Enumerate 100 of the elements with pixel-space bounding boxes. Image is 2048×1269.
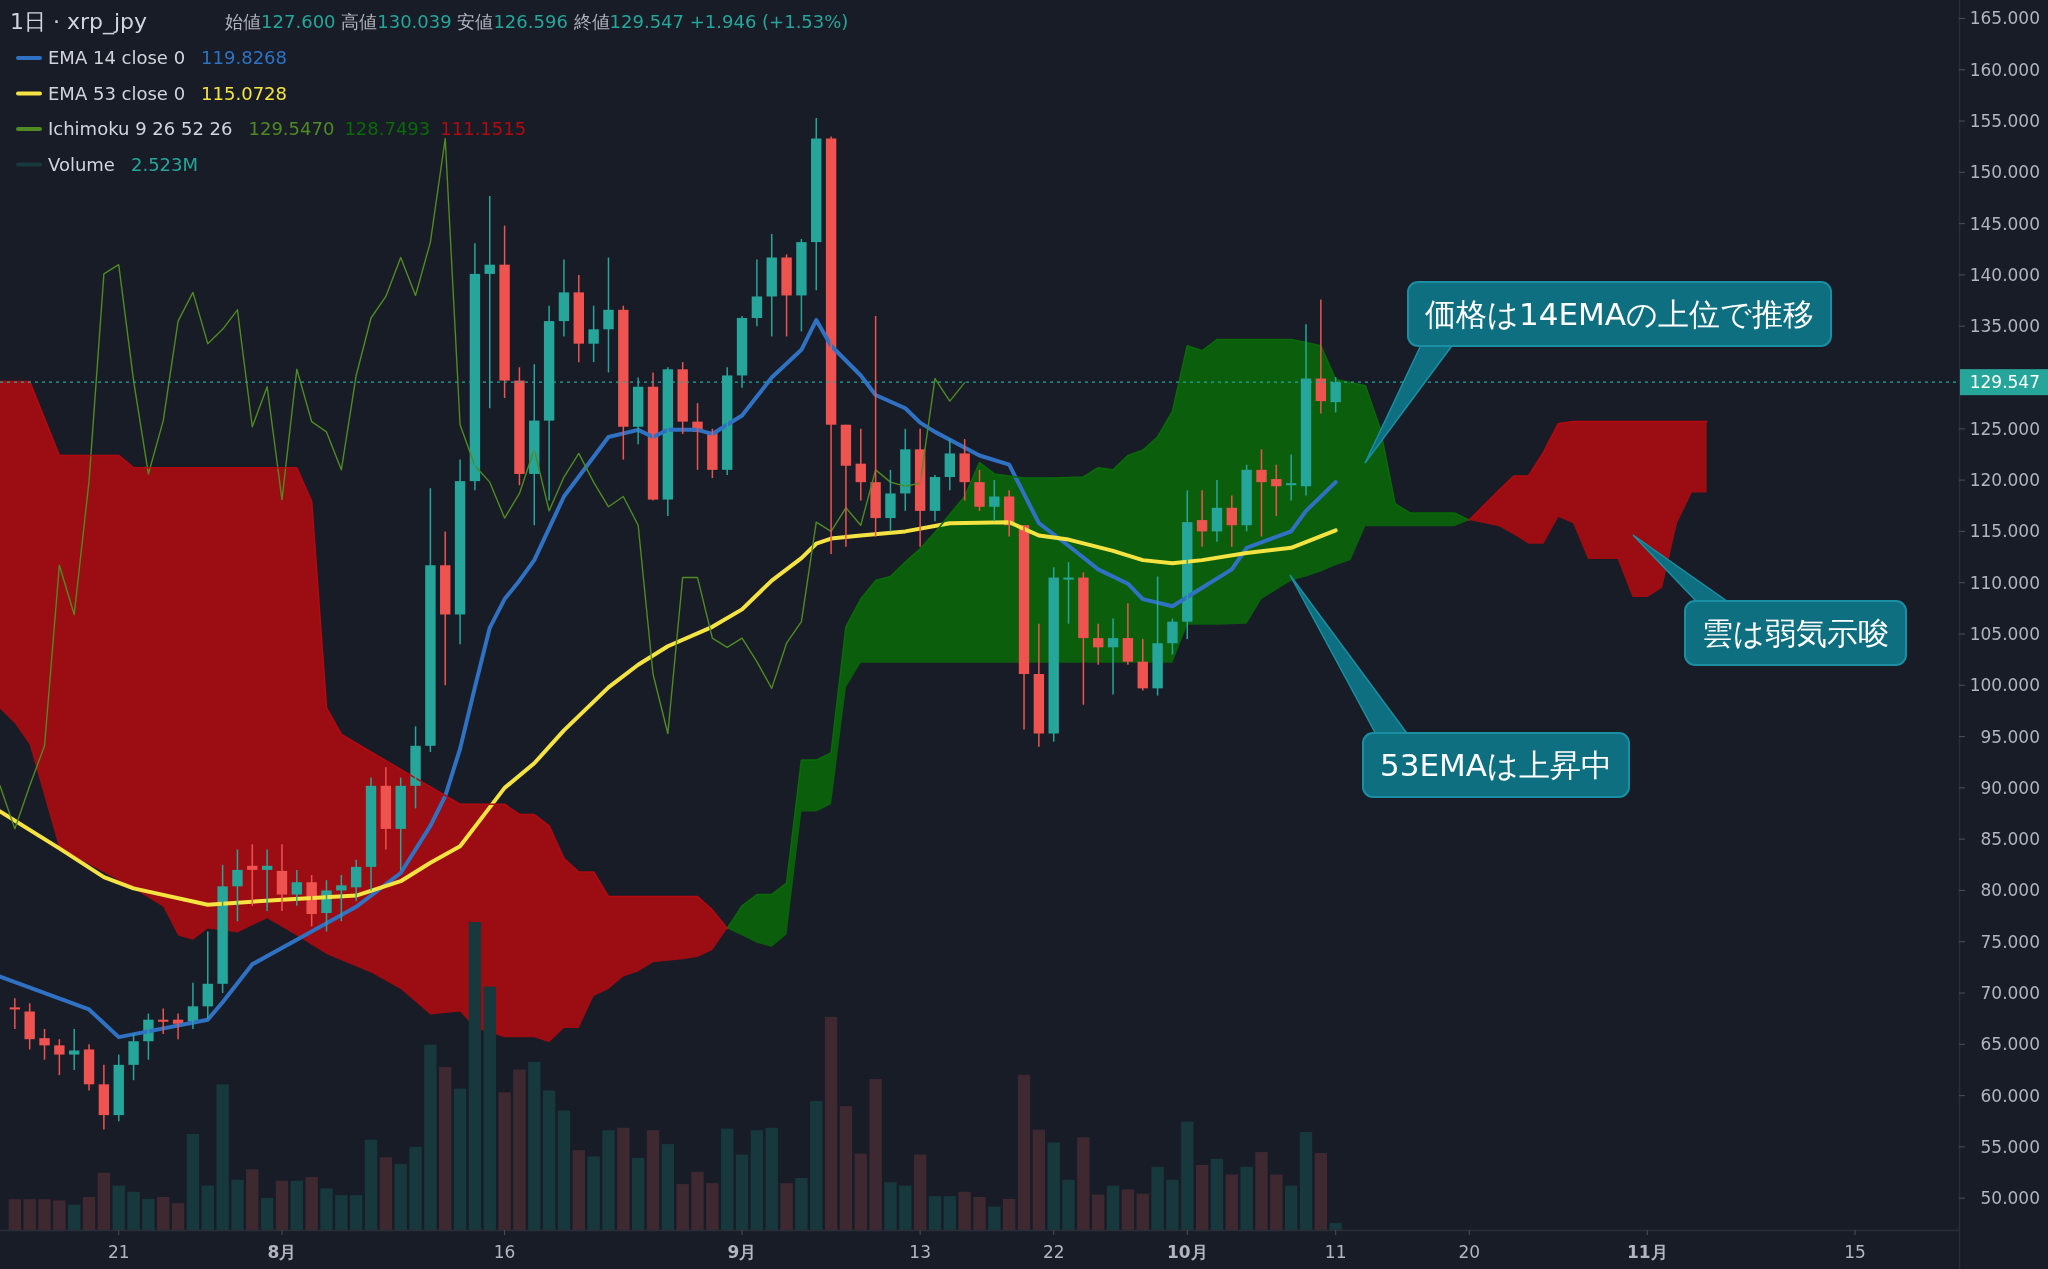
candlestick <box>24 1002 35 1051</box>
bar <box>439 1067 452 1230</box>
y-tick-label: 65.000 <box>1980 1034 2040 1055</box>
bar <box>483 986 496 1230</box>
bar <box>661 1144 675 1230</box>
bar <box>602 1130 615 1230</box>
candlestick <box>1241 463 1252 533</box>
x-tick-label: 13 <box>909 1242 931 1262</box>
bar <box>335 1195 348 1230</box>
bar <box>68 1204 81 1230</box>
candlestick <box>989 479 1000 522</box>
candlestick <box>39 1028 50 1061</box>
bar <box>913 1154 927 1230</box>
bar <box>1299 1132 1313 1230</box>
x-tick-label: 10月 <box>1166 1242 1208 1262</box>
line-series <box>0 318 1338 1040</box>
annotation: 価格は14EMAの上位で推移 <box>1425 296 1814 332</box>
bar <box>453 1088 467 1230</box>
candlestick <box>1167 617 1178 656</box>
bar <box>498 1092 511 1230</box>
bar <box>1047 1142 1060 1230</box>
y-tick-label: 85.000 <box>1980 829 2040 850</box>
bar <box>854 1153 867 1230</box>
y-tick-label: 135.000 <box>1969 316 2040 337</box>
y-tick-label: 60.000 <box>1980 1085 2040 1106</box>
bar <box>1255 1152 1268 1230</box>
bar <box>884 1182 897 1230</box>
bar <box>1017 1074 1031 1230</box>
x-tick-label: 11月 <box>1627 1242 1668 1262</box>
bar <box>1225 1174 1238 1230</box>
candlestick <box>232 848 243 922</box>
y-tick-label: 55.000 <box>1980 1136 2040 1157</box>
y-tick-label: 150.000 <box>1969 162 2040 183</box>
bar <box>1284 1185 1298 1230</box>
x-tick-label: 21 <box>107 1242 130 1262</box>
bar <box>38 1199 51 1230</box>
x-tick-label: 22 <box>1042 1242 1065 1262</box>
bar <box>8 1199 22 1230</box>
y-tick-label: 50.000 <box>1980 1188 2040 1209</box>
bar <box>171 1203 185 1230</box>
candlestick <box>217 864 228 994</box>
y-tick-label: 90.000 <box>1980 777 2040 798</box>
bar <box>676 1184 689 1230</box>
legend-label: Ichimoku 9 26 52 26 <box>48 118 233 139</box>
y-tick-label: 140.000 <box>1969 264 2040 285</box>
header: 1日 · xrp_jpy 始値127.600 高値130.039 安値126.596 終値129.547 +1.946 (+1.53%) <box>10 9 849 34</box>
candlestick <box>499 224 510 399</box>
bar <box>631 1157 645 1230</box>
bar <box>780 1183 793 1230</box>
candlestick <box>796 238 807 333</box>
bar <box>1136 1193 1149 1230</box>
bar <box>468 922 482 1230</box>
bar <box>899 1185 912 1230</box>
legend-label: EMA 53 close 0 <box>48 82 186 104</box>
bar <box>1314 1153 1328 1230</box>
candlestick <box>128 1033 139 1081</box>
bar <box>379 1157 393 1230</box>
candlestick <box>425 487 436 753</box>
annotation: 2.523M <box>130 153 199 175</box>
y-tick-label: 80.000 <box>1980 880 2040 901</box>
y-tick-label: 125.000 <box>1969 418 2040 439</box>
bar <box>157 1197 170 1230</box>
y-tick-label: 165.000 <box>1969 8 2040 29</box>
bar <box>1270 1174 1283 1230</box>
line-series <box>0 520 1338 907</box>
bar <box>112 1185 125 1230</box>
callout: 53EMAは上昇中 <box>1289 574 1630 798</box>
bar <box>928 1196 942 1230</box>
candlestick <box>1063 561 1074 625</box>
candlestick <box>514 366 525 486</box>
bar <box>305 1177 318 1230</box>
candlestick <box>336 874 347 922</box>
bar <box>988 1206 1001 1230</box>
y-tick-label: 110.000 <box>1969 572 2040 593</box>
bar <box>542 1090 556 1230</box>
bar <box>409 1146 422 1230</box>
bar <box>201 1185 214 1230</box>
candlestick <box>974 469 985 512</box>
y-tick-label: 70.000 <box>1980 983 2040 1004</box>
bar <box>127 1191 140 1230</box>
candlestick <box>69 1028 80 1071</box>
bar <box>1092 1194 1105 1230</box>
annotation: 128.7493 <box>344 118 431 139</box>
bar <box>142 1198 155 1230</box>
bar <box>364 1139 378 1230</box>
bar <box>1240 1166 1253 1230</box>
y-tick-label: 115.000 <box>1969 521 2040 542</box>
bar <box>572 1150 585 1230</box>
bar <box>943 1196 956 1230</box>
y-tick-label: 155.000 <box>1969 111 2040 132</box>
legend-label: Volume <box>48 153 115 175</box>
annotation: 129.5470 <box>248 118 335 139</box>
annotation: 53EMAは上昇中 <box>1380 747 1612 783</box>
annotation: 115.0728 <box>201 82 287 104</box>
annotation: 111.1515 <box>440 118 527 139</box>
bar <box>82 1197 96 1230</box>
bar <box>1151 1166 1164 1230</box>
x-tick-label: 16 <box>493 1242 516 1262</box>
y-tick-label: 120.000 <box>1969 470 2040 491</box>
ref-line-label: 129.547 <box>1969 372 2040 393</box>
